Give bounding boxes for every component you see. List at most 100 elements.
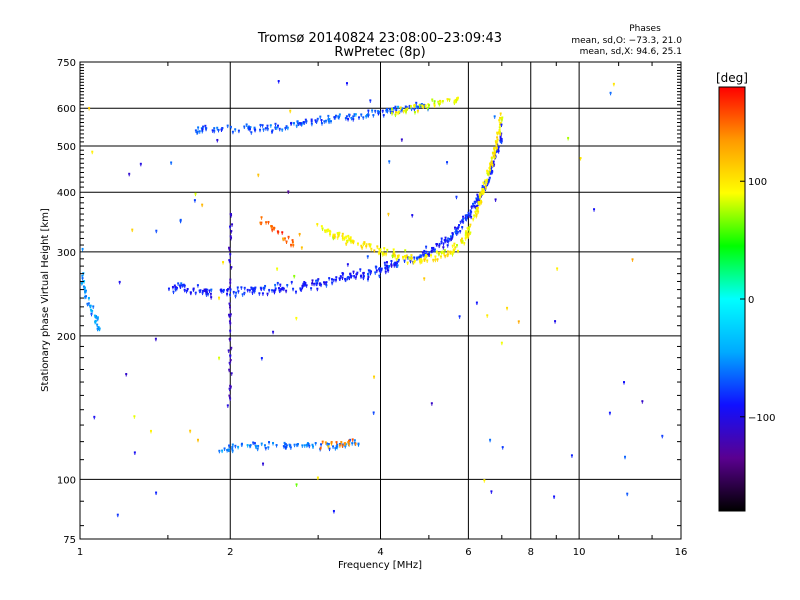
echo-point xyxy=(284,443,287,447)
echo-point xyxy=(250,286,253,291)
echo-point xyxy=(500,341,503,346)
echo-point xyxy=(449,250,452,255)
echo-point xyxy=(229,288,232,292)
echo-point xyxy=(275,126,278,131)
x-axis-label: Frequency [MHz] xyxy=(338,560,422,571)
echo-point xyxy=(327,118,330,122)
echo-point xyxy=(486,314,489,318)
echo-point xyxy=(391,254,394,259)
echo-point xyxy=(196,438,199,443)
echo-point xyxy=(218,296,221,301)
echo-point xyxy=(229,313,232,317)
echo-point xyxy=(282,287,285,292)
echo-point xyxy=(229,322,232,326)
echo-point xyxy=(271,228,274,233)
echo-point xyxy=(394,262,397,267)
echo-point xyxy=(235,291,238,296)
echo-point xyxy=(467,228,470,233)
echo-point xyxy=(294,290,297,295)
echo-point xyxy=(476,193,479,198)
echo-point xyxy=(282,445,285,449)
echo-point xyxy=(392,107,395,111)
echo-point xyxy=(254,128,257,133)
echo-point xyxy=(486,169,489,174)
echo-point xyxy=(481,190,484,195)
echo-point xyxy=(413,256,416,260)
echo-point xyxy=(487,171,490,175)
echo-point xyxy=(347,441,350,445)
echo-point xyxy=(493,156,496,160)
echo-point xyxy=(304,281,307,286)
echo-point xyxy=(383,247,386,251)
echo-point xyxy=(213,129,216,134)
echo-point xyxy=(196,130,199,135)
echo-point xyxy=(352,240,355,245)
echo-point xyxy=(392,248,395,252)
echo-point xyxy=(327,445,330,449)
echo-point xyxy=(397,258,400,263)
echo-point xyxy=(183,288,186,293)
echo-point xyxy=(223,447,226,451)
echo-point xyxy=(482,181,485,186)
echo-point xyxy=(362,275,365,279)
echo-point xyxy=(347,275,350,280)
echo-point xyxy=(300,288,303,292)
echo-point xyxy=(384,270,387,275)
echo-point xyxy=(229,354,232,359)
echo-point xyxy=(389,110,392,115)
echo-point xyxy=(280,288,283,292)
echo-point xyxy=(186,287,189,292)
echo-point xyxy=(316,476,319,481)
echo-point xyxy=(273,226,276,231)
echo-point xyxy=(386,248,389,253)
echo-point xyxy=(243,125,246,129)
echo-point xyxy=(288,443,291,448)
echo-point xyxy=(234,444,237,449)
echo-point xyxy=(499,132,502,137)
echo-point xyxy=(231,223,234,227)
echo-point xyxy=(300,246,303,250)
echo-point xyxy=(198,289,201,294)
echo-point xyxy=(493,151,496,156)
echo-point xyxy=(375,269,378,273)
echo-point xyxy=(278,289,281,293)
echo-point xyxy=(319,115,322,120)
echo-point xyxy=(283,441,286,446)
echo-point xyxy=(325,229,328,234)
echo-point xyxy=(207,292,210,297)
echo-point xyxy=(213,127,216,131)
echo-point xyxy=(478,193,481,198)
echo-point xyxy=(118,280,121,285)
echo-point xyxy=(491,170,494,175)
echo-point xyxy=(171,285,174,290)
echo-point xyxy=(641,400,644,404)
echo-point xyxy=(378,250,381,255)
echo-point xyxy=(323,229,326,233)
echo-point xyxy=(336,232,339,236)
echo-point xyxy=(296,120,299,124)
echo-point xyxy=(170,161,173,165)
echo-point xyxy=(356,271,359,276)
echo-point xyxy=(227,349,230,353)
echo-point xyxy=(228,444,231,449)
echo-point xyxy=(390,112,393,116)
echo-point xyxy=(227,448,230,452)
echo-point xyxy=(328,120,331,125)
echo-point xyxy=(341,237,344,242)
echo-point xyxy=(229,397,232,401)
echo-point xyxy=(423,258,426,262)
echo-point xyxy=(250,131,253,135)
echo-point xyxy=(489,163,492,168)
echo-point xyxy=(497,150,500,154)
echo-point xyxy=(279,283,282,288)
echo-point xyxy=(333,235,336,239)
echo-point xyxy=(434,258,437,263)
echo-point xyxy=(493,154,496,159)
echo-point xyxy=(81,277,84,281)
plot-frame xyxy=(79,61,682,540)
echo-point xyxy=(276,281,279,286)
echo-point xyxy=(388,160,391,164)
echo-point xyxy=(220,128,223,132)
echo-point xyxy=(446,253,449,257)
